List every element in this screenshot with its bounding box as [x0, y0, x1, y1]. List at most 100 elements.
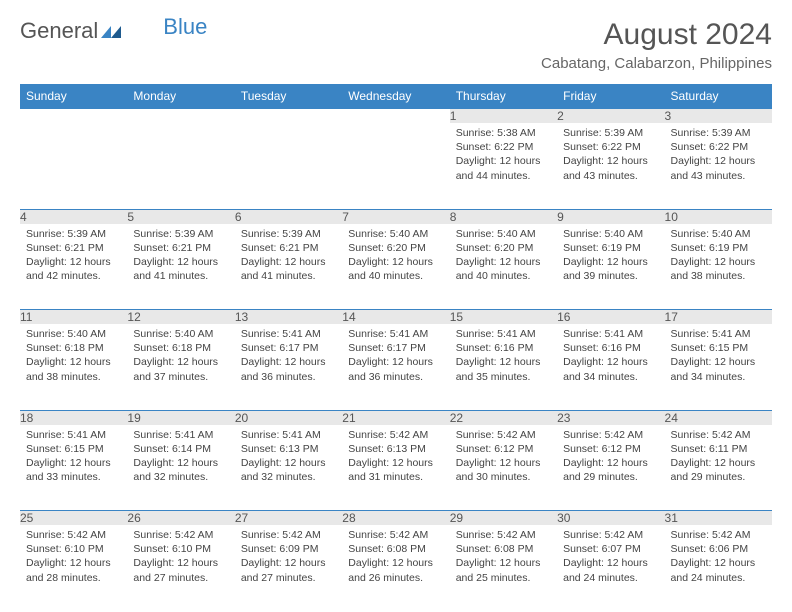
day-number [127, 109, 234, 124]
day-details: Sunrise: 5:42 AMSunset: 6:10 PMDaylight:… [20, 525, 127, 591]
logo-icon [101, 18, 123, 44]
day-details: Sunrise: 5:39 AMSunset: 6:22 PMDaylight:… [557, 123, 664, 189]
day-number: 17 [665, 310, 772, 325]
day-number [235, 109, 342, 124]
day-details: Sunrise: 5:42 AMSunset: 6:07 PMDaylight:… [557, 525, 664, 591]
day-cell [342, 123, 449, 209]
week-row: Sunrise: 5:39 AMSunset: 6:21 PMDaylight:… [20, 224, 772, 310]
week-row: Sunrise: 5:40 AMSunset: 6:18 PMDaylight:… [20, 324, 772, 410]
day-cell: Sunrise: 5:42 AMSunset: 6:12 PMDaylight:… [450, 425, 557, 511]
col-saturday: Saturday [665, 84, 772, 109]
day-cell: Sunrise: 5:42 AMSunset: 6:07 PMDaylight:… [557, 525, 664, 611]
day-number: 7 [342, 209, 449, 224]
day-number: 24 [665, 410, 772, 425]
day-number: 5 [127, 209, 234, 224]
day-cell: Sunrise: 5:42 AMSunset: 6:13 PMDaylight:… [342, 425, 449, 511]
calendar-body: 123Sunrise: 5:38 AMSunset: 6:22 PMDaylig… [20, 109, 772, 612]
day-number: 26 [127, 511, 234, 526]
day-details: Sunrise: 5:42 AMSunset: 6:06 PMDaylight:… [665, 525, 772, 591]
day-cell: Sunrise: 5:41 AMSunset: 6:13 PMDaylight:… [235, 425, 342, 511]
day-details: Sunrise: 5:40 AMSunset: 6:19 PMDaylight:… [665, 224, 772, 290]
week-row: Sunrise: 5:41 AMSunset: 6:15 PMDaylight:… [20, 425, 772, 511]
day-details: Sunrise: 5:42 AMSunset: 6:11 PMDaylight:… [665, 425, 772, 491]
daynum-row: 18192021222324 [20, 410, 772, 425]
day-number: 4 [20, 209, 127, 224]
day-cell: Sunrise: 5:42 AMSunset: 6:09 PMDaylight:… [235, 525, 342, 611]
day-details: Sunrise: 5:41 AMSunset: 6:14 PMDaylight:… [127, 425, 234, 491]
day-cell: Sunrise: 5:42 AMSunset: 6:08 PMDaylight:… [450, 525, 557, 611]
day-details: Sunrise: 5:41 AMSunset: 6:16 PMDaylight:… [450, 324, 557, 390]
day-cell [20, 123, 127, 209]
day-cell: Sunrise: 5:38 AMSunset: 6:22 PMDaylight:… [450, 123, 557, 209]
day-cell: Sunrise: 5:42 AMSunset: 6:06 PMDaylight:… [665, 525, 772, 611]
day-details: Sunrise: 5:41 AMSunset: 6:17 PMDaylight:… [342, 324, 449, 390]
day-cell: Sunrise: 5:41 AMSunset: 6:15 PMDaylight:… [20, 425, 127, 511]
day-number: 10 [665, 209, 772, 224]
week-row: Sunrise: 5:42 AMSunset: 6:10 PMDaylight:… [20, 525, 772, 611]
calendar-table: Sunday Monday Tuesday Wednesday Thursday… [20, 84, 772, 611]
day-number: 29 [450, 511, 557, 526]
day-cell: Sunrise: 5:41 AMSunset: 6:17 PMDaylight:… [235, 324, 342, 410]
day-cell: Sunrise: 5:39 AMSunset: 6:21 PMDaylight:… [235, 224, 342, 310]
day-details: Sunrise: 5:39 AMSunset: 6:21 PMDaylight:… [127, 224, 234, 290]
day-number [20, 109, 127, 124]
day-number: 19 [127, 410, 234, 425]
logo-text-gray: General [20, 18, 98, 44]
page-title: August 2024 [541, 18, 772, 52]
day-number: 6 [235, 209, 342, 224]
day-number: 2 [557, 109, 664, 124]
col-monday: Monday [127, 84, 234, 109]
day-details: Sunrise: 5:42 AMSunset: 6:10 PMDaylight:… [127, 525, 234, 591]
day-number: 20 [235, 410, 342, 425]
day-number: 31 [665, 511, 772, 526]
day-number: 3 [665, 109, 772, 124]
day-details: Sunrise: 5:42 AMSunset: 6:12 PMDaylight:… [557, 425, 664, 491]
day-number: 16 [557, 310, 664, 325]
title-block: August 2024 Cabatang, Calabarzon, Philip… [541, 18, 772, 72]
day-cell: Sunrise: 5:41 AMSunset: 6:17 PMDaylight:… [342, 324, 449, 410]
day-number: 30 [557, 511, 664, 526]
day-number: 18 [20, 410, 127, 425]
daynum-row: 45678910 [20, 209, 772, 224]
location: Cabatang, Calabarzon, Philippines [541, 55, 772, 72]
day-cell [127, 123, 234, 209]
day-details: Sunrise: 5:42 AMSunset: 6:09 PMDaylight:… [235, 525, 342, 591]
day-number [342, 109, 449, 124]
day-number: 11 [20, 310, 127, 325]
day-details: Sunrise: 5:39 AMSunset: 6:22 PMDaylight:… [665, 123, 772, 189]
day-number: 23 [557, 410, 664, 425]
day-cell: Sunrise: 5:42 AMSunset: 6:12 PMDaylight:… [557, 425, 664, 511]
col-wednesday: Wednesday [342, 84, 449, 109]
day-number: 1 [450, 109, 557, 124]
col-thursday: Thursday [450, 84, 557, 109]
day-number: 28 [342, 511, 449, 526]
day-number: 8 [450, 209, 557, 224]
day-number: 21 [342, 410, 449, 425]
day-cell: Sunrise: 5:42 AMSunset: 6:10 PMDaylight:… [20, 525, 127, 611]
day-number: 27 [235, 511, 342, 526]
col-friday: Friday [557, 84, 664, 109]
day-details: Sunrise: 5:40 AMSunset: 6:18 PMDaylight:… [20, 324, 127, 390]
daynum-row: 123 [20, 109, 772, 124]
day-details: Sunrise: 5:39 AMSunset: 6:21 PMDaylight:… [235, 224, 342, 290]
day-cell: Sunrise: 5:41 AMSunset: 6:15 PMDaylight:… [665, 324, 772, 410]
day-details: Sunrise: 5:42 AMSunset: 6:13 PMDaylight:… [342, 425, 449, 491]
col-sunday: Sunday [20, 84, 127, 109]
col-tuesday: Tuesday [235, 84, 342, 109]
day-details: Sunrise: 5:39 AMSunset: 6:21 PMDaylight:… [20, 224, 127, 290]
day-details: Sunrise: 5:42 AMSunset: 6:08 PMDaylight:… [342, 525, 449, 591]
day-details: Sunrise: 5:41 AMSunset: 6:15 PMDaylight:… [20, 425, 127, 491]
week-row: Sunrise: 5:38 AMSunset: 6:22 PMDaylight:… [20, 123, 772, 209]
logo-text-blue: Blue [163, 14, 207, 40]
day-cell: Sunrise: 5:40 AMSunset: 6:20 PMDaylight:… [450, 224, 557, 310]
day-number: 15 [450, 310, 557, 325]
day-cell: Sunrise: 5:41 AMSunset: 6:14 PMDaylight:… [127, 425, 234, 511]
day-cell: Sunrise: 5:41 AMSunset: 6:16 PMDaylight:… [450, 324, 557, 410]
day-details: Sunrise: 5:40 AMSunset: 6:18 PMDaylight:… [127, 324, 234, 390]
day-cell: Sunrise: 5:39 AMSunset: 6:21 PMDaylight:… [127, 224, 234, 310]
day-cell: Sunrise: 5:39 AMSunset: 6:22 PMDaylight:… [665, 123, 772, 209]
day-cell: Sunrise: 5:39 AMSunset: 6:21 PMDaylight:… [20, 224, 127, 310]
day-details: Sunrise: 5:41 AMSunset: 6:16 PMDaylight:… [557, 324, 664, 390]
day-number: 14 [342, 310, 449, 325]
day-details: Sunrise: 5:41 AMSunset: 6:17 PMDaylight:… [235, 324, 342, 390]
